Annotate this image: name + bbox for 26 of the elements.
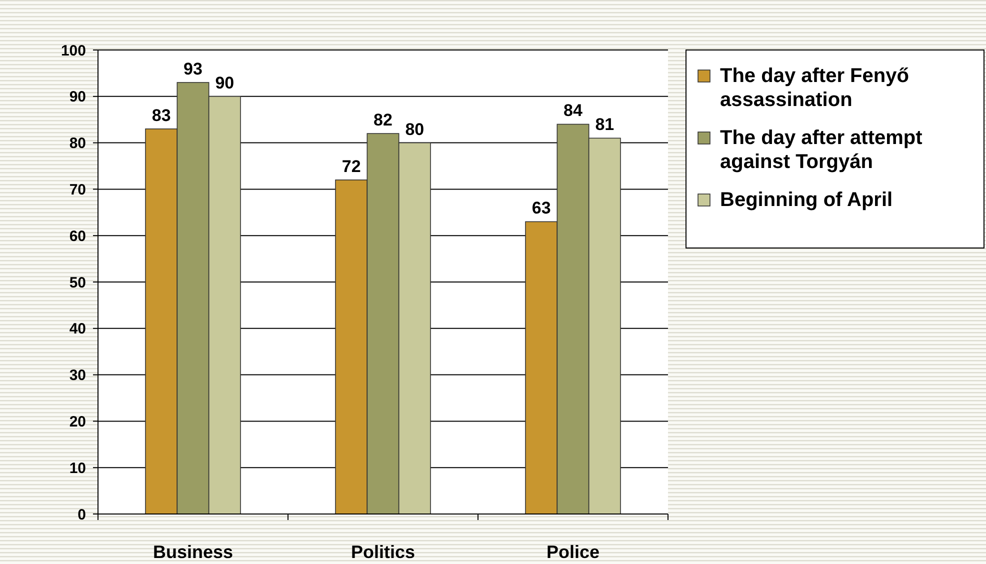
y-tick-label: 20 [69,413,86,430]
data-label: 83 [152,106,171,125]
x-tick-label: Business [152,542,234,562]
y-tick-label: 60 [69,228,86,245]
data-label: 90 [215,73,234,92]
x-tick-label: Politics [350,542,416,562]
data-label: 93 [184,59,202,78]
y-tick-label: 100 [60,42,86,60]
y-tick-label: 30 [69,367,86,384]
data-label: 72 [342,156,361,176]
y-tick-label: 40 [69,320,86,338]
y-tick-label: 10 [69,460,86,477]
legend-label: The day after attempt against Torgyán [720,127,923,173]
x-tick-label: Police [546,542,600,562]
y-tick-label: 0 [78,506,86,524]
y-tick-label: 90 [69,88,86,106]
data-label: 81 [595,115,614,134]
legend-label: The day after Fenyő assassination [720,65,909,111]
y-tick-label: 80 [69,135,86,152]
data-label: 80 [405,120,424,139]
data-label: 84 [564,101,583,120]
data-label: 82 [374,110,392,130]
data-label: 63 [532,198,551,218]
y-tick-label: 70 [69,181,86,198]
y-tick-label: 50 [69,274,86,292]
legend-label: Beginning of April [720,189,893,211]
